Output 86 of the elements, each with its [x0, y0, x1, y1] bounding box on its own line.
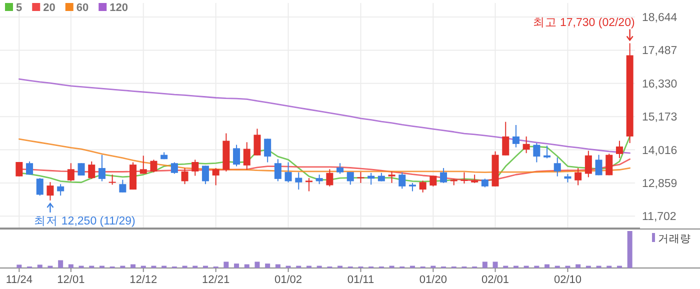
- bar: [234, 264, 240, 268]
- bar: [544, 264, 550, 268]
- candlestick: [388, 170, 396, 184]
- candlestick: [67, 162, 74, 182]
- legend-label: 60: [76, 2, 89, 14]
- x-tick-label: 11/24: [6, 274, 33, 286]
- candlestick: [295, 172, 302, 190]
- y-tick-label: 12,859: [642, 178, 678, 190]
- annotation: 최고 17,730 (02/20): [532, 17, 635, 30]
- bar: [275, 264, 280, 268]
- candlestick: [274, 158, 282, 182]
- y-tick-label: 11,702: [642, 211, 676, 224]
- x-tick-label: 12/01: [57, 274, 85, 286]
- candlestick: [26, 160, 34, 176]
- bar: [130, 264, 136, 268]
- candlestick: [512, 124, 520, 148]
- x-tick-label: 01/02: [274, 274, 302, 286]
- candlestick: [533, 142, 540, 163]
- candlestick: [88, 160, 96, 180]
- legend-label: 5: [16, 2, 22, 14]
- x-tick-label: 02/01: [482, 274, 510, 286]
- candlestick: [108, 174, 116, 186]
- candlestick: [78, 162, 85, 176]
- candlestick: [98, 154, 106, 182]
- bar: [265, 264, 270, 268]
- candlestick: [316, 174, 323, 185]
- candlestick: [233, 144, 240, 167]
- candlestick: [264, 138, 272, 163]
- candlestick: [584, 150, 592, 178]
- x-tick-label: 01/11: [347, 274, 374, 286]
- candlestick: [170, 162, 178, 174]
- y-tick-label: 14,016: [642, 144, 678, 157]
- candlestick: [119, 179, 126, 193]
- candlestick: [595, 154, 602, 176]
- bar: [627, 231, 632, 268]
- candlestick: [254, 128, 261, 156]
- bar: [482, 262, 488, 268]
- candlestick: [150, 159, 158, 173]
- candlestick: [305, 178, 312, 192]
- candlestick: [326, 168, 334, 187]
- candlestick: [357, 172, 364, 184]
- candlestick: [140, 155, 147, 174]
- x-tick-label: 12/12: [130, 274, 158, 286]
- y-tick-label: 16,330: [642, 78, 678, 90]
- x-tick-label: 01/20: [419, 274, 447, 286]
- candlestick: [243, 142, 250, 170]
- candlestick: [398, 172, 406, 190]
- annotation: 최저 12,250 (11/29): [34, 215, 136, 228]
- candlestick: [46, 182, 54, 201]
- candlestick: [181, 168, 188, 185]
- bar: [492, 262, 498, 268]
- candlestick: [419, 180, 426, 193]
- bar: [58, 260, 64, 268]
- candlestick: [544, 145, 551, 159]
- candlestick: [440, 168, 448, 184]
- bar: [37, 264, 42, 268]
- candlestick: [554, 156, 561, 177]
- bar: [244, 264, 250, 268]
- candlestick: [606, 153, 613, 176]
- bar: [576, 264, 581, 268]
- candlestick: [502, 121, 510, 156]
- candlestick: [284, 162, 292, 183]
- bar: [68, 264, 74, 268]
- candlestick: [16, 162, 23, 177]
- candlestick: [574, 168, 582, 186]
- bar: [224, 262, 229, 268]
- y-tick-label: 18,644: [642, 12, 678, 24]
- candlestick: [346, 172, 354, 186]
- y-tick-label: 17,487: [642, 45, 678, 58]
- y-tick-label: 15,173: [642, 112, 678, 124]
- candlestick: [336, 162, 344, 174]
- candlestick: [57, 184, 64, 196]
- x-tick-label: 02/10: [554, 274, 582, 286]
- candlestick: [522, 136, 530, 154]
- candlestick: [202, 165, 209, 185]
- candlestick: [36, 178, 44, 196]
- bar: [16, 264, 22, 268]
- candlestick: [192, 159, 199, 176]
- legend-label: 거래량: [658, 233, 691, 245]
- legend-label: 20: [43, 2, 56, 14]
- line-series: [18, 78, 631, 154]
- legend-label: 120: [110, 2, 128, 14]
- candlestick: [212, 168, 220, 186]
- candlestick: [616, 140, 623, 158]
- bar: [254, 262, 260, 268]
- x-tick-label: 12/21: [202, 274, 230, 286]
